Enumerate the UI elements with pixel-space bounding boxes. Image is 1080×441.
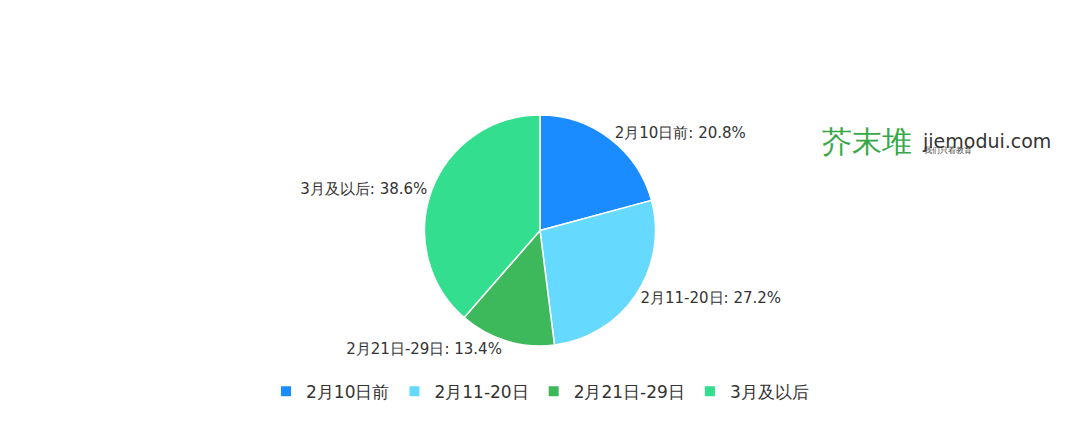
svg-text:2月11-20日: 2月11-20日 — [434, 382, 528, 402]
svg-text:3月及以后: 38.6%: 3月及以后: 38.6% — [300, 180, 427, 198]
svg-text:2月11-20日: 27.2%: 2月11-20日: 27.2% — [640, 289, 781, 307]
svg-text:3月及以后: 3月及以后 — [730, 382, 809, 402]
svg-text:2月21日-29日: 2月21日-29日 — [574, 382, 685, 402]
svg-text:2月10日前: 20.8%: 2月10日前: 20.8% — [615, 124, 746, 142]
svg-text:2月10日前: 2月10日前 — [306, 382, 389, 402]
svg-text:芥末堆: 芥末堆 — [822, 124, 912, 159]
svg-text:2月21日-29日: 13.4%: 2月21日-29日: 13.4% — [346, 340, 502, 358]
svg-text:我们只看教育: 我们只看教育 — [924, 146, 972, 155]
svg-text:jiemodui.com: jiemodui.com — [922, 130, 1051, 152]
